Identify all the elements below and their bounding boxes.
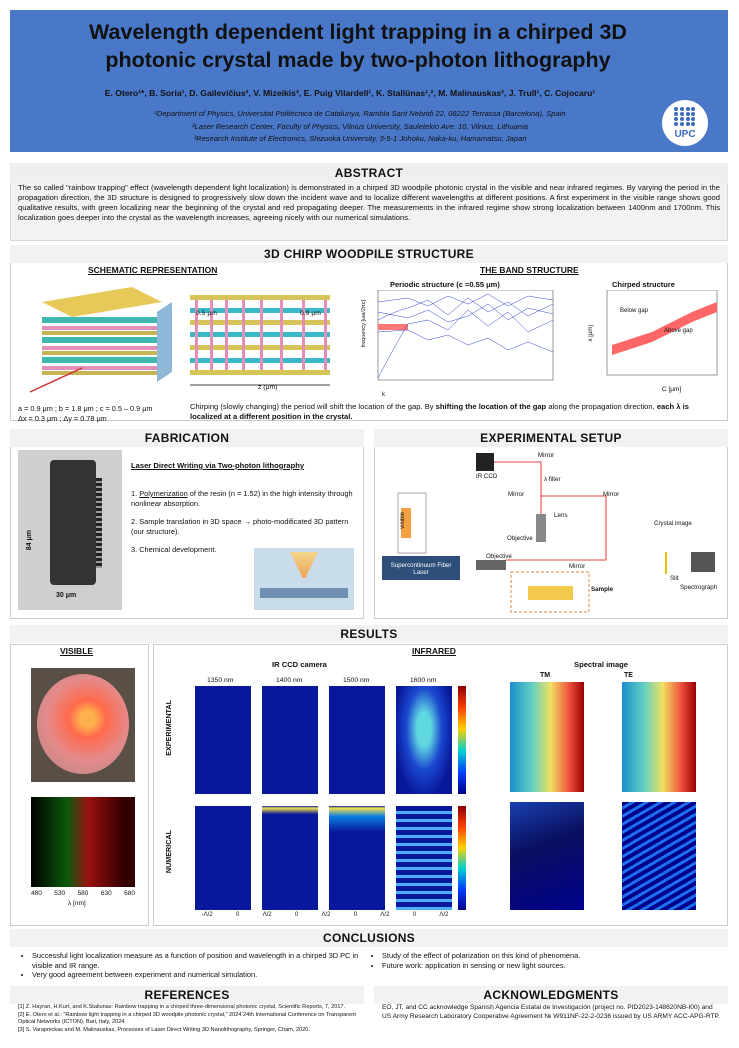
exp-map-1400 <box>262 686 318 794</box>
chirped-structure-title: Chirped structure <box>612 280 675 289</box>
spectral-image-title: Spectral image <box>574 660 629 669</box>
exp-map-1600 <box>396 686 452 794</box>
sem-image <box>18 450 122 610</box>
conclusions-right: Study of the effect of polarization on t… <box>372 951 712 970</box>
wl-label-2: 1400 nm <box>276 677 303 684</box>
fabrication-steps: 1. Polymerization of the resin (n = 1.52… <box>131 489 353 554</box>
mirror-label-3: Mirror <box>603 491 620 498</box>
affiliations: ¹Department of Physics, Universitat Poli… <box>154 109 566 143</box>
dim-width-label: 30 μm <box>56 592 77 599</box>
conclusions-left: Successful light localization measure as… <box>22 951 362 980</box>
period-right-label: 0.9 μm <box>300 310 321 317</box>
te-num-spectral <box>622 802 696 910</box>
objective-label-1: Objective <box>507 535 533 542</box>
visible-ticks: 480 530 580 630 680 <box>31 890 135 897</box>
exp-map-1350 <box>195 686 251 794</box>
fabrication-heading: Laser Direct Writing via Two-photon lith… <box>131 461 305 470</box>
lambda-axis-label: λ [μm] <box>588 325 594 342</box>
band-title: THE BAND STRUCTURE <box>480 265 579 275</box>
upc-logo: UPC <box>662 100 708 146</box>
freq-axis-label: frequency [ωa/2πc] <box>361 300 367 348</box>
mirror-label-2: Mirror <box>508 491 525 498</box>
conclusions-section <box>10 947 728 981</box>
crystal-image-label: Crystal image <box>654 520 692 527</box>
poster-header <box>10 10 728 152</box>
num-map-1500 <box>329 806 385 910</box>
references-list: [1] Z. Hayran, H.Kurt, and K.Staliunas: … <box>18 1004 356 1033</box>
lens-label: Lens <box>554 512 568 519</box>
chirped-structure-plot <box>606 290 718 376</box>
objective-label-2: Objective <box>486 553 512 560</box>
acknowledgments-title: ACKNOWLEDGMENTS <box>374 986 728 1004</box>
results-title: RESULTS <box>10 625 728 643</box>
structure-params: a = 0.9 μm ; b = 1.8 μm ; c = 0.5 – 0.9 … <box>18 404 153 423</box>
tm-num-spectral <box>510 802 584 910</box>
slit-label: Slit <box>670 575 679 582</box>
structure-title: 3D CHIRP WOODPILE STRUCTURE <box>10 245 728 263</box>
laser-label: Supercontinuum Fiber Laser <box>390 562 452 576</box>
tm-label: TM <box>540 672 551 679</box>
numerical-label: NUMERICAL <box>164 830 173 874</box>
mirror-label-4: Mirror <box>569 563 586 570</box>
acknowledgments-text: EO, JT, and CC acknowledge Spanish Agenc… <box>382 1004 720 1020</box>
spectrograph-label: Spectrograph <box>680 584 718 591</box>
visible-axis-label: λ [nm] <box>68 900 86 907</box>
above-gap-label: Above gap <box>664 328 693 334</box>
num-map-1350 <box>195 806 251 910</box>
exp-map-1500 <box>329 686 385 794</box>
visible-spectral-image <box>31 797 135 887</box>
below-gap-label: Below gap <box>620 308 649 314</box>
c-axis-label: C [μm] <box>662 386 682 393</box>
tpl-illustration <box>254 548 354 610</box>
wl-label-3: 1500 nm <box>343 677 370 684</box>
ir-ccd-camera-title: IR CCD camera <box>272 660 327 669</box>
filter-label: λ filter <box>544 476 561 483</box>
z-axis-label: z (μm) <box>258 384 278 391</box>
fabrication-title: FABRICATION <box>10 429 364 447</box>
setup-diagram <box>382 453 715 613</box>
experimental-label: EXPERIMENTAL <box>164 700 173 756</box>
k-axis-label: k <box>382 392 385 398</box>
te-exp-spectral <box>622 682 696 792</box>
num-map-1400 <box>262 806 318 910</box>
structure-caption: Chirping (slowly changing) the period wi… <box>190 402 689 421</box>
conclusions-title: CONCLUSIONS <box>10 929 728 947</box>
exp-colorbar <box>458 686 466 794</box>
chirp-period-figure <box>190 295 330 386</box>
ir-ccd-label: IR CCD <box>476 473 498 480</box>
dim-height-label: 84 μm <box>26 530 33 551</box>
abstract-title: ABSTRACT <box>10 163 728 183</box>
periodic-structure-title: Periodic structure (c =0.55 μm) <box>390 280 500 289</box>
infrared-title: INFRARED <box>412 646 456 656</box>
mirror-label-1: Mirror <box>538 452 555 459</box>
schematic-title: SCHEMATIC REPRESENTATION <box>88 265 218 275</box>
num-map-1600 <box>396 806 452 910</box>
author-list: E. Otero¹*, B. Soria¹, D. Gailevičius², … <box>104 88 596 98</box>
wl-label-4: 1600 nm <box>410 677 437 684</box>
woodpile-schematic-figure <box>29 287 172 393</box>
wl-label-1: 1350 nm <box>207 677 234 684</box>
references-title: REFERENCES <box>10 986 364 1004</box>
num-colorbar <box>458 806 466 910</box>
x-ticks: -Λ/2 0 Λ/2 0 Λ/2 0 Λ/2 0 Λ/2 <box>201 912 449 918</box>
logo-dots-icon <box>674 107 696 126</box>
visible-band-label: visible <box>400 512 406 529</box>
band-structure-plot <box>377 290 554 381</box>
visible-title: VISIBLE <box>60 646 94 656</box>
poster-title: Wavelength dependent light trapping in a… <box>89 20 627 72</box>
te-label: TE <box>624 672 633 679</box>
setup-title: EXPERIMENTAL SETUP <box>374 429 728 447</box>
visible-crystal-photo <box>31 668 135 782</box>
period-left-label: 0.5 μm <box>196 310 217 317</box>
tm-exp-spectral <box>510 682 584 792</box>
sample-label: Sample <box>591 586 614 593</box>
abstract-text: The so called "rainbow trapping" effect … <box>18 183 720 222</box>
